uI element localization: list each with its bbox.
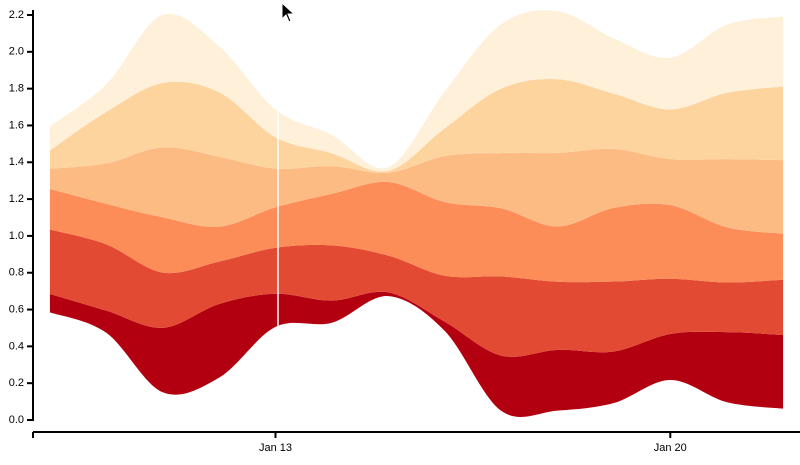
stream-layer: [49, 291, 784, 417]
y-tick-label: 1.4: [9, 156, 24, 168]
y-tick-label: 1.6: [9, 119, 24, 131]
y-tick-label: 1.0: [9, 230, 24, 242]
y-tick-label: 2.0: [9, 46, 24, 58]
y-tick-label: 2.2: [9, 9, 24, 21]
stream-layers: [49, 10, 784, 417]
y-tick-label: 1.8: [9, 83, 24, 95]
stream-layer: [49, 181, 784, 283]
x-tick-label: Jan 13: [259, 442, 292, 454]
y-tick-label: 0.6: [9, 303, 24, 315]
stream-layer: [49, 79, 784, 174]
y-tick-label: 1.2: [9, 193, 24, 205]
x-tick-label: Jan 20: [654, 442, 687, 454]
stream-layer: [49, 229, 784, 357]
y-tick-label: 0.8: [9, 267, 24, 279]
y-tick-label: 0.0: [9, 414, 24, 426]
y-tick-label: 0.4: [9, 340, 24, 352]
cursor: [281, 1, 296, 23]
stream-layer: [49, 10, 784, 172]
stream-layer: [49, 147, 784, 234]
y-tick-label: 0.2: [9, 377, 24, 389]
